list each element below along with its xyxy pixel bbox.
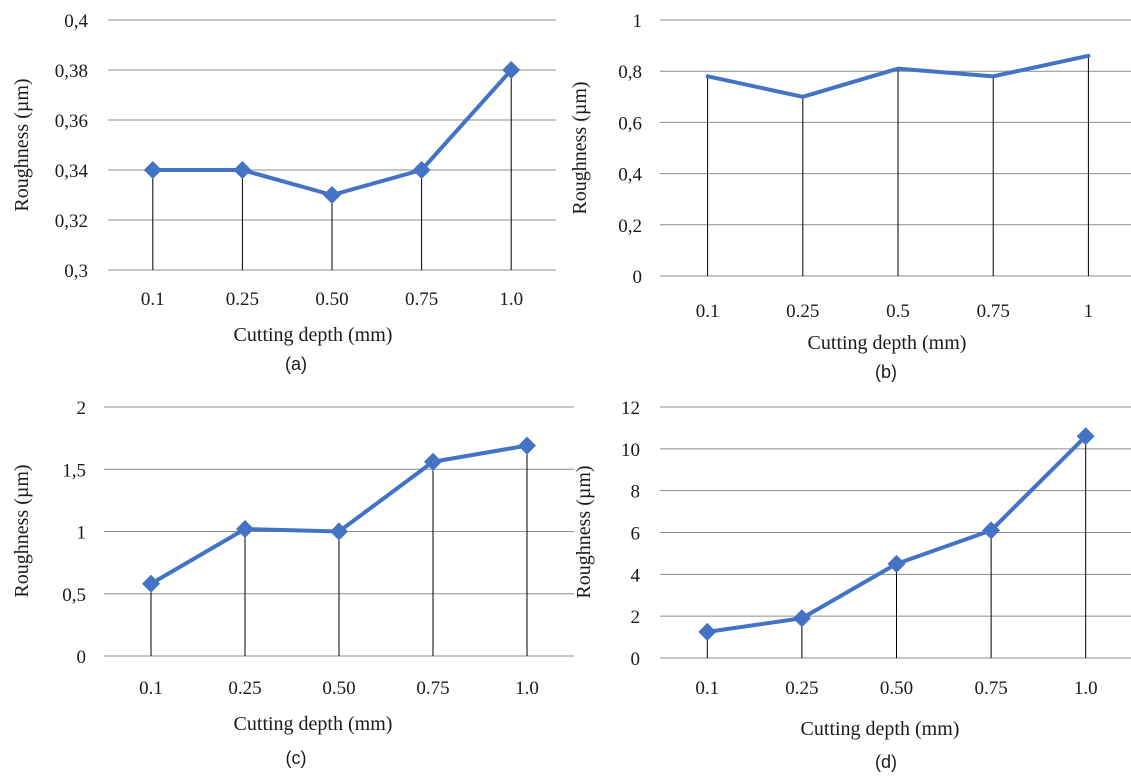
panel-caption: (b) [875,362,897,382]
panel-caption: (a) [285,354,307,374]
y-tick-label: 2 [77,398,87,419]
y-tick-label: 1,5 [62,460,86,481]
y-tick-label: 6 [631,524,641,545]
y-axis-label: Roughness (µm) [573,465,595,598]
y-tick-label: 0,3 [64,261,88,282]
data-point [1076,427,1095,446]
x-tick-label: 1.0 [1074,678,1098,699]
y-tick-label: 0,34 [55,161,89,182]
x-tick-label: 0.25 [785,678,818,699]
data-point [698,622,717,641]
y-tick-label: 0,36 [55,111,88,132]
data-point [982,521,1001,540]
data-point [518,436,536,455]
series-line [150,68,514,197]
x-tick-label: 0.25 [226,289,259,310]
data-point [412,161,431,179]
panel-caption: (d) [875,752,897,772]
series-line [705,53,1091,99]
x-tick-label: 0.25 [228,678,261,699]
y-tick-label: 0,5 [62,585,86,606]
y-tick-label: 0 [77,647,87,668]
data-point [792,609,811,628]
x-tick-label: 0.75 [977,301,1010,322]
x-tick-label: 0.25 [786,301,819,322]
data-point [502,61,521,79]
y-tick-label: 0,32 [55,211,88,232]
x-axis-label: Cutting depth (mm) [234,324,393,346]
x-tick-label: 0.75 [974,678,1007,699]
y-tick-label: 1 [633,11,643,32]
panel-caption: (c) [286,748,307,768]
y-tick-label: 2 [631,607,641,628]
y-axis-label: Roughness (µm) [569,81,591,214]
data-point [236,520,254,539]
x-tick-label: 0.1 [141,289,165,310]
x-tick-label: 0.50 [315,289,348,310]
data-point [142,574,160,593]
y-tick-label: 0,38 [55,61,88,82]
x-tick-label: 0.5 [886,301,910,322]
y-tick-label: 0,4 [64,11,88,32]
x-axis-label: Cutting depth (mm) [234,713,393,735]
y-tick-label: 10 [621,440,640,461]
x-tick-label: 0.50 [880,678,913,699]
y-tick-label: 0,6 [618,113,642,134]
x-tick-label: 1.0 [515,678,539,699]
x-tick-label: 1 [1084,301,1094,322]
y-tick-label: 0 [633,267,643,288]
x-tick-label: 1.0 [499,289,523,310]
y-tick-label: 4 [631,565,641,586]
y-tick-label: 8 [631,482,641,503]
y-tick-label: 0,2 [618,216,642,237]
x-tick-label: 0.1 [139,678,163,699]
y-axis-label: Roughness (µm) [11,464,33,597]
chart-b: 0 0,2 0,4 0,6 0,8 1 0.1 0.25 0.5 0.75 1 Cutting dep… [569,11,1131,382]
x-tick-label: 0.75 [416,678,449,699]
x-axis-label: Cutting depth (mm) [808,332,967,354]
data-point [330,522,348,541]
chart-a: 0,3 0,32 0,34 0,36 0,38 0,4 0.1 0.25 0.50 0.75 1.0… [11,11,556,374]
data-point [233,161,252,179]
y-tick-label: 0,8 [618,62,642,83]
y-tick-label: 0 [631,649,641,670]
x-tick-label: 0.50 [322,678,355,699]
data-point [424,452,442,471]
x-tick-label: 0.75 [405,289,438,310]
chart-c: 0 0,5 1 1,5 2 0.1 0.25 0.50 0.75 1.0 Cutting depth… [11,398,574,768]
y-axis-label: Roughness (µm) [11,78,33,211]
x-axis-label: Cutting depth (mm) [801,718,960,740]
y-tick-label: 0,4 [618,165,642,186]
x-tick-label: 0.1 [695,678,719,699]
data-point [323,186,341,204]
chart-d: 0 2 4 6 8 10 12 0.1 0.25 0.50 0.75 1.0 Cutting depth… [573,398,1131,772]
y-tick-label: 12 [621,398,640,419]
data-point [887,554,906,573]
x-tick-label: 0.1 [696,301,720,322]
y-tick-label: 1 [77,523,87,544]
data-point [143,161,162,179]
